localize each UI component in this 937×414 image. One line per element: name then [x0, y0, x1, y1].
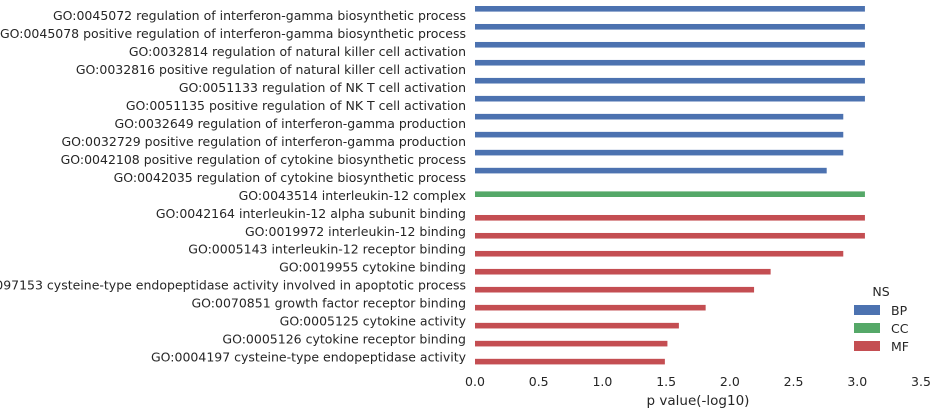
bar-bp — [475, 113, 844, 120]
bar-bp — [475, 6, 865, 12]
category-label: GO:0051133 regulation of NK T cell activ… — [179, 80, 466, 95]
category-label: GO:0005143 interleukin-12 receptor bindi… — [188, 242, 466, 257]
bar-bp — [475, 167, 827, 174]
legend-label-bp: BP — [891, 303, 908, 318]
bar-mf — [475, 214, 865, 221]
category-label: GO:0043514 interleukin-12 complex — [239, 188, 466, 203]
category-label: GO:0042035 regulation of cytokine biosyn… — [114, 170, 466, 185]
x-tick-label: 3.0 — [847, 374, 867, 389]
category-label: GO:0005125 cytokine activity — [280, 314, 467, 329]
category-label: GO:0045072 regulation of interferon-gamm… — [53, 8, 466, 23]
x-tick-label: 0.5 — [529, 374, 549, 389]
x-axis-ticks: 0.0 0.5 1.0 1.5 2.0 2.5 3.0 3.5 — [465, 374, 931, 389]
bar-bp — [475, 131, 844, 138]
x-tick-label: 1.5 — [656, 374, 676, 389]
category-label: GO:0032816 positive regulation of natura… — [76, 62, 466, 77]
x-tick-label: 2.0 — [720, 374, 740, 389]
bar-mf — [475, 286, 755, 293]
legend: NS BP CC MF — [854, 284, 909, 354]
bar-mf — [475, 304, 706, 311]
bar-mf — [475, 358, 665, 365]
category-label: GO:0042164 interleukin-12 alpha subunit … — [156, 206, 466, 221]
legend-label-mf: MF — [891, 339, 909, 354]
bar-bp — [475, 41, 865, 48]
bar-mf — [475, 268, 771, 275]
category-label: GO:0032814 regulation of natural killer … — [129, 44, 466, 59]
bar-mf — [475, 250, 844, 257]
legend-title: NS — [872, 284, 889, 299]
legend-swatch-cc — [854, 323, 880, 333]
category-label: GO:0032729 positive regulation of interf… — [61, 134, 466, 149]
bar-bp — [475, 59, 865, 66]
category-label: GO:0070851 growth factor receptor bindin… — [191, 296, 466, 311]
category-label: GO:0051135 positive regulation of NK T c… — [126, 98, 466, 113]
bar-mf — [475, 340, 668, 347]
x-axis-label: p value(-log10) — [647, 393, 750, 409]
category-label: GO:0042108 positive regulation of cytoki… — [61, 152, 466, 167]
category-label: GO:0004197 cysteine-type endopeptidase a… — [151, 350, 467, 365]
category-label: GO:0019955 cytokine binding — [279, 260, 466, 275]
bar-mf — [475, 322, 679, 329]
legend-swatch-mf — [854, 341, 880, 351]
x-tick-label: 2.5 — [784, 374, 804, 389]
category-label: GO:0045078 positive regulation of interf… — [0, 26, 466, 41]
x-tick-label: 3.5 — [911, 374, 931, 389]
category-labels: GO:0045072 regulation of interferon-gamm… — [0, 8, 467, 365]
bar-bp — [475, 77, 865, 84]
bar-bp — [475, 23, 865, 30]
category-label: GO:0019972 interleukin-12 binding — [245, 224, 466, 239]
legend-swatch-bp — [854, 305, 880, 315]
category-label: GO:0097153 cysteine-type endopeptidase a… — [0, 278, 466, 293]
category-label: GO:0032649 regulation of interferon-gamm… — [114, 116, 466, 131]
legend-label-cc: CC — [891, 321, 909, 336]
bar-mf — [475, 232, 865, 239]
x-tick-label: 0.0 — [465, 374, 485, 389]
bar-bp — [475, 149, 844, 156]
bars — [475, 6, 865, 365]
x-tick-label: 1.0 — [592, 374, 612, 389]
bar-cc — [475, 191, 865, 197]
bar-bp — [475, 95, 865, 102]
category-label: GO:0005126 cytokine receptor binding — [222, 332, 466, 347]
